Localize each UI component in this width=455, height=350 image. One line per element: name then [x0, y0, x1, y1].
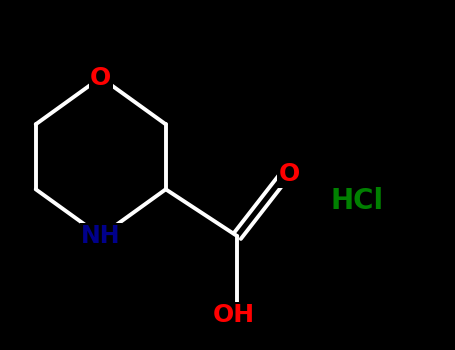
Text: HCl: HCl: [331, 187, 384, 215]
Text: O: O: [90, 65, 111, 90]
Text: O: O: [278, 162, 300, 186]
Text: NH: NH: [81, 224, 121, 248]
Text: OH: OH: [213, 303, 255, 327]
